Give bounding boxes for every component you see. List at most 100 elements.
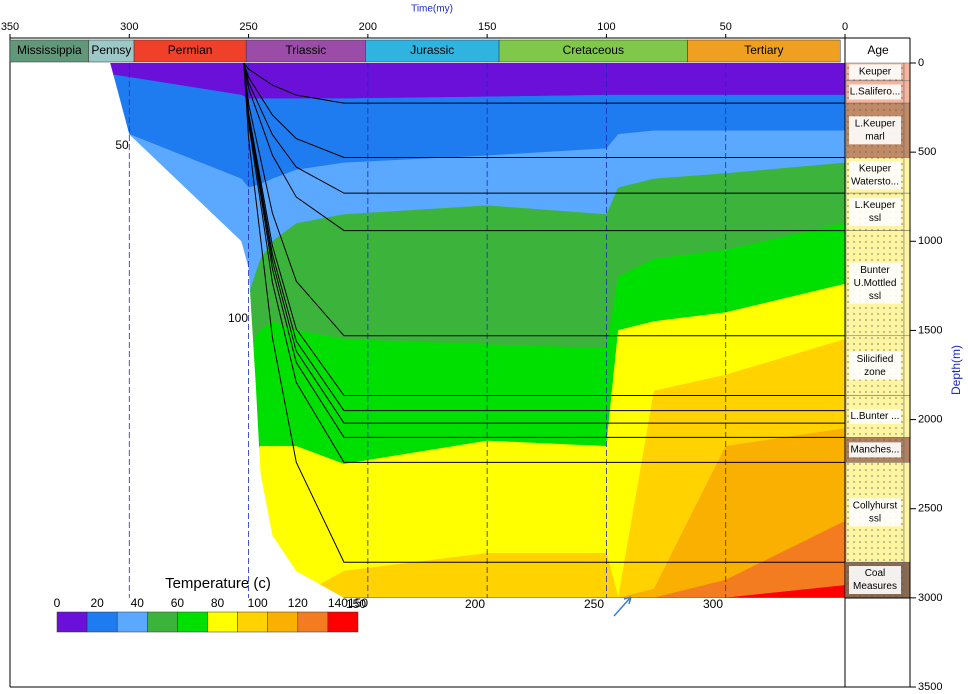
unit-strip	[903, 395, 911, 438]
unit-label: L.Bunter ...	[851, 411, 900, 422]
contour-label: 100	[228, 311, 248, 325]
legend-tick-label: 20	[90, 596, 104, 610]
temperature-field	[110, 63, 845, 598]
y-tick-label: 3500	[918, 681, 942, 693]
unit-strip	[903, 157, 911, 194]
unit-label: U.Mottled	[854, 278, 897, 289]
y-tick-label: 2000	[918, 413, 942, 425]
legend-tick-label: 140	[328, 596, 348, 610]
contour-label: 200	[465, 597, 485, 611]
arrow	[613, 596, 632, 617]
temperature-band	[110, 283, 845, 598]
unit-label-box	[849, 566, 901, 595]
temperature-band	[110, 339, 845, 598]
horizons	[243, 62, 845, 563]
legend-title: Temperature (c)	[165, 575, 271, 592]
horizon-line	[243, 62, 845, 337]
period-name: Permian	[168, 43, 213, 57]
unit-label-box	[849, 161, 901, 190]
unit-label: ssl	[869, 513, 881, 524]
x-tick-label: 300	[120, 21, 138, 33]
age-header: Age	[867, 43, 889, 57]
unit-label: Manches...	[851, 445, 900, 456]
y-tick-label: 1500	[918, 324, 942, 336]
unit-strip	[903, 437, 911, 463]
unit-label: Keuper	[859, 163, 892, 174]
unit-strip	[903, 462, 911, 563]
x-tick-label: 200	[359, 21, 377, 33]
unit-label: Watersto...	[851, 176, 899, 187]
unit-strip	[903, 561, 911, 599]
x-axis-label: Time(my)	[411, 4, 453, 15]
unit-strip	[903, 335, 911, 396]
grid	[128, 63, 727, 598]
unit-label-box	[849, 262, 901, 304]
legend-tick-label: 100	[248, 596, 268, 610]
temperature-band	[110, 520, 845, 598]
x-tick-label: 150	[478, 21, 496, 33]
contour-label: 250	[584, 597, 604, 611]
legend-tick-label: 120	[288, 596, 308, 610]
period-name: Triassic	[285, 43, 326, 57]
y-tick-label: 2500	[918, 503, 942, 515]
contour-label: 300	[703, 597, 723, 611]
y-axis-label: Depth(m)	[949, 345, 963, 395]
legend-swatch	[177, 611, 208, 633]
legend-swatch	[116, 611, 148, 633]
unit-label-box	[849, 64, 901, 80]
legend-tick-label: 0	[54, 596, 61, 610]
axes: 350 300 250 200 150 100 50 00500100015002000250…	[1, 21, 943, 693]
unit-label: Measures	[853, 581, 897, 592]
legend-swatch	[86, 611, 118, 633]
x-tick-label: 250	[239, 21, 257, 33]
age-column: Keuper L.Salifero... L.Keuper marl Keuper Wat…	[845, 62, 911, 599]
unit-label: Coal	[865, 568, 886, 579]
legend-tick-label: 80	[211, 596, 225, 610]
horizon-line	[243, 62, 845, 104]
legend-swatch	[327, 611, 359, 633]
unit-label: ssl	[869, 291, 881, 302]
horizon-line	[243, 62, 845, 232]
unit-label-box	[849, 197, 901, 226]
legend-tick-label: 40	[131, 596, 145, 610]
horizon-line	[243, 62, 845, 194]
horizon-line	[243, 62, 845, 463]
legend-swatch	[147, 611, 178, 633]
unit-label: L.Keuper	[855, 118, 896, 129]
legend-swatch	[237, 611, 268, 633]
contour-label: 150	[346, 597, 366, 611]
temperature-band	[110, 428, 845, 598]
unit-strip	[903, 102, 911, 158]
period-name: Mississippia	[17, 43, 82, 57]
unit-label: Collyhurst	[853, 500, 898, 511]
unit-label: L.Keuper	[855, 200, 896, 211]
legend-swatch	[267, 611, 299, 633]
unit-label: Bunter	[860, 265, 890, 276]
x-tick-label: 100	[597, 21, 615, 33]
unit-label: ssl	[869, 213, 881, 224]
unit-label: L.Salifero...	[850, 87, 901, 98]
unit-label-box	[849, 442, 901, 458]
horizon-line	[243, 62, 845, 563]
unit-strip	[903, 230, 911, 337]
unit-label-box	[849, 351, 901, 380]
period-name: Cretaceous	[563, 43, 624, 57]
unit-label-box	[849, 116, 901, 145]
period-name: Pennsy	[91, 43, 131, 57]
unit-strip	[903, 192, 911, 231]
unit-label-box	[849, 498, 901, 527]
unit-strip	[903, 62, 911, 82]
y-tick-label: 500	[918, 146, 936, 158]
legend-tick-label: 150	[348, 596, 368, 610]
x-tick-label: 50	[720, 21, 732, 33]
legend-swatch	[56, 611, 88, 633]
legend-swatch	[297, 611, 329, 633]
x-tick-label: 350	[1, 21, 19, 33]
contour-label: 50	[115, 138, 129, 152]
unit-label: Silicified	[857, 354, 894, 365]
legend-swatch	[207, 611, 238, 633]
legend-tick-label: 60	[171, 596, 185, 610]
y-tick-label: 1000	[918, 235, 942, 247]
y-tick-label: 3000	[918, 592, 942, 604]
